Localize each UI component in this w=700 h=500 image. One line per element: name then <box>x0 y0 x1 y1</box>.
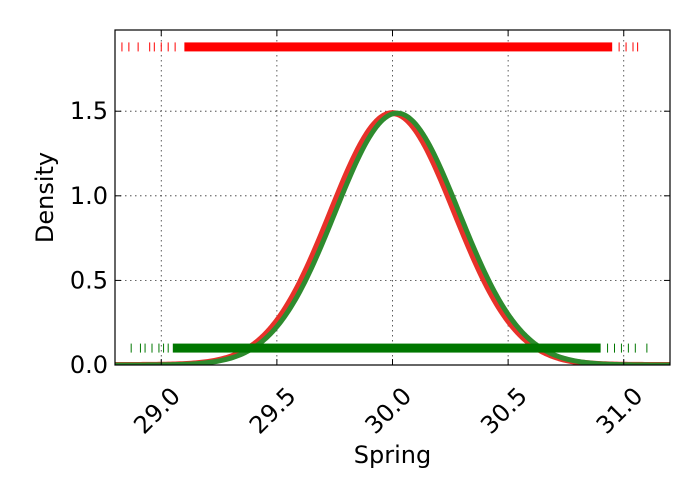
grid <box>115 30 670 366</box>
rug-2-band <box>184 42 613 52</box>
rug-3-band <box>172 343 601 353</box>
y-tick-label-2: 1.0 <box>70 182 108 210</box>
x-tick-label-0: 29.0 <box>128 382 186 440</box>
y-tick-label-0: 0.0 <box>70 351 108 379</box>
x-tick-label-2: 30.0 <box>360 382 418 440</box>
ticks: 29.0 29.5 30.0 30.5 31.0 0.0 0.5 1.0 1.5 <box>70 30 670 439</box>
x-tick-label-4: 31.0 <box>591 382 649 440</box>
y-tick-label-3: 1.5 <box>70 97 108 125</box>
rug-2 <box>121 42 639 52</box>
y-tick-label-1: 0.5 <box>70 266 108 294</box>
x-tick-label-1: 29.5 <box>244 382 302 440</box>
x-axis-label: Spring <box>354 441 431 469</box>
rug-3 <box>130 343 648 353</box>
y-axis-label: Density <box>31 152 59 243</box>
x-tick-label-3: 30.5 <box>475 382 533 440</box>
series <box>115 42 670 365</box>
axis-labels: Spring Density <box>31 152 431 469</box>
density-curve-1 <box>115 110 670 365</box>
